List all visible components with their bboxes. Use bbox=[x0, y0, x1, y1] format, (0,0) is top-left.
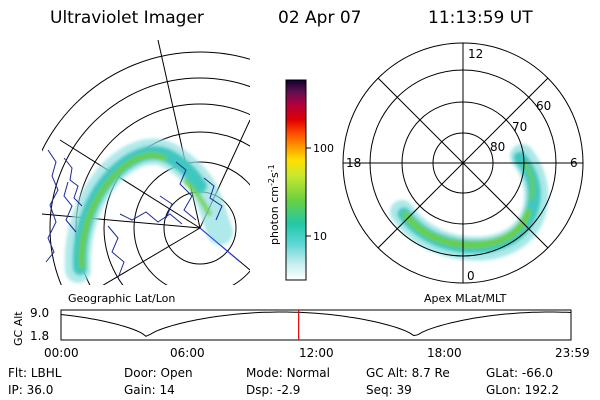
info-mode: Mode: Normal bbox=[246, 366, 330, 380]
lat-circle bbox=[133, 161, 250, 285]
altitude-plot: GC Alt 9.0 1.8 00:00 06:00 12:00 18:00 2… bbox=[12, 306, 590, 360]
altitude-curve bbox=[60, 311, 572, 337]
time-tick-1800: 18:00 bbox=[427, 346, 462, 360]
lat-circle bbox=[42, 51, 250, 152]
altitude-ylabel: GC Alt bbox=[12, 311, 25, 346]
time-tick-0600: 06:00 bbox=[170, 346, 205, 360]
info-filter: Flt: LBHL bbox=[8, 366, 62, 380]
altitude-ytick-1.8: 1.8 bbox=[30, 329, 49, 343]
colorbar-units: photon cm-2s-1 bbox=[267, 164, 281, 245]
mlat-label-80: 80 bbox=[490, 140, 505, 154]
apex-polar-plot: 12 18 6 0 60 70 80 bbox=[342, 42, 584, 284]
mlt-label-0: 0 bbox=[467, 269, 475, 283]
time-tick-0000: 00:00 bbox=[44, 346, 79, 360]
mlt-label-6: 6 bbox=[570, 156, 578, 170]
info-gc-alt: GC Alt: 8.7 Re bbox=[366, 366, 450, 380]
colorbar-tick-10: 10 bbox=[313, 230, 327, 243]
time-tick-1200: 12:00 bbox=[299, 346, 334, 360]
observation-date: 02 Apr 07 bbox=[278, 8, 362, 28]
aurora-oval-geographic bbox=[64, 138, 233, 283]
altitude-plot-frame bbox=[60, 309, 572, 341]
lat-circle bbox=[103, 131, 250, 285]
colorbar-tick-100: 100 bbox=[313, 142, 334, 155]
info-seq: Seq: 39 bbox=[366, 383, 412, 397]
info-door: Door: Open bbox=[124, 366, 193, 380]
lat-circle bbox=[49, 77, 250, 285]
meridian-line bbox=[102, 227, 201, 285]
aurora-oval-apex bbox=[390, 144, 549, 261]
colorbar-scale bbox=[285, 79, 307, 281]
info-dsp: Dsp: -2.9 bbox=[246, 383, 301, 397]
coastlines bbox=[45, 149, 223, 279]
colorbar: 100 10 photon cm-2s-1 bbox=[267, 79, 334, 281]
mlt-label-12: 12 bbox=[468, 47, 483, 61]
meridian-line bbox=[59, 139, 201, 229]
time-tick-2359: 23:59 bbox=[555, 346, 590, 360]
mlt-label-18: 18 bbox=[346, 156, 361, 170]
geographic-map bbox=[42, 40, 250, 285]
observation-time: 11:13:59 UT bbox=[428, 8, 533, 28]
mlat-label-70: 70 bbox=[512, 120, 527, 134]
mlt-line-diag bbox=[377, 77, 549, 249]
terminator-line bbox=[199, 227, 241, 263]
info-glon: GLon: 192.2 bbox=[486, 383, 559, 397]
info-gain: Gain: 14 bbox=[124, 383, 175, 397]
left-panel-caption: Geographic Lat/Lon bbox=[68, 292, 175, 305]
instrument-title: Ultraviolet Imager bbox=[50, 8, 204, 28]
meridian-line bbox=[157, 40, 201, 229]
meridian-line bbox=[42, 213, 201, 229]
mlat-label-60: 60 bbox=[536, 99, 551, 113]
info-ip: IP: 36.0 bbox=[8, 383, 54, 397]
right-panel-caption: Apex MLat/MLT bbox=[424, 292, 507, 305]
altitude-ytick-9: 9.0 bbox=[30, 306, 49, 320]
info-glat: GLat: -66.0 bbox=[486, 366, 553, 380]
